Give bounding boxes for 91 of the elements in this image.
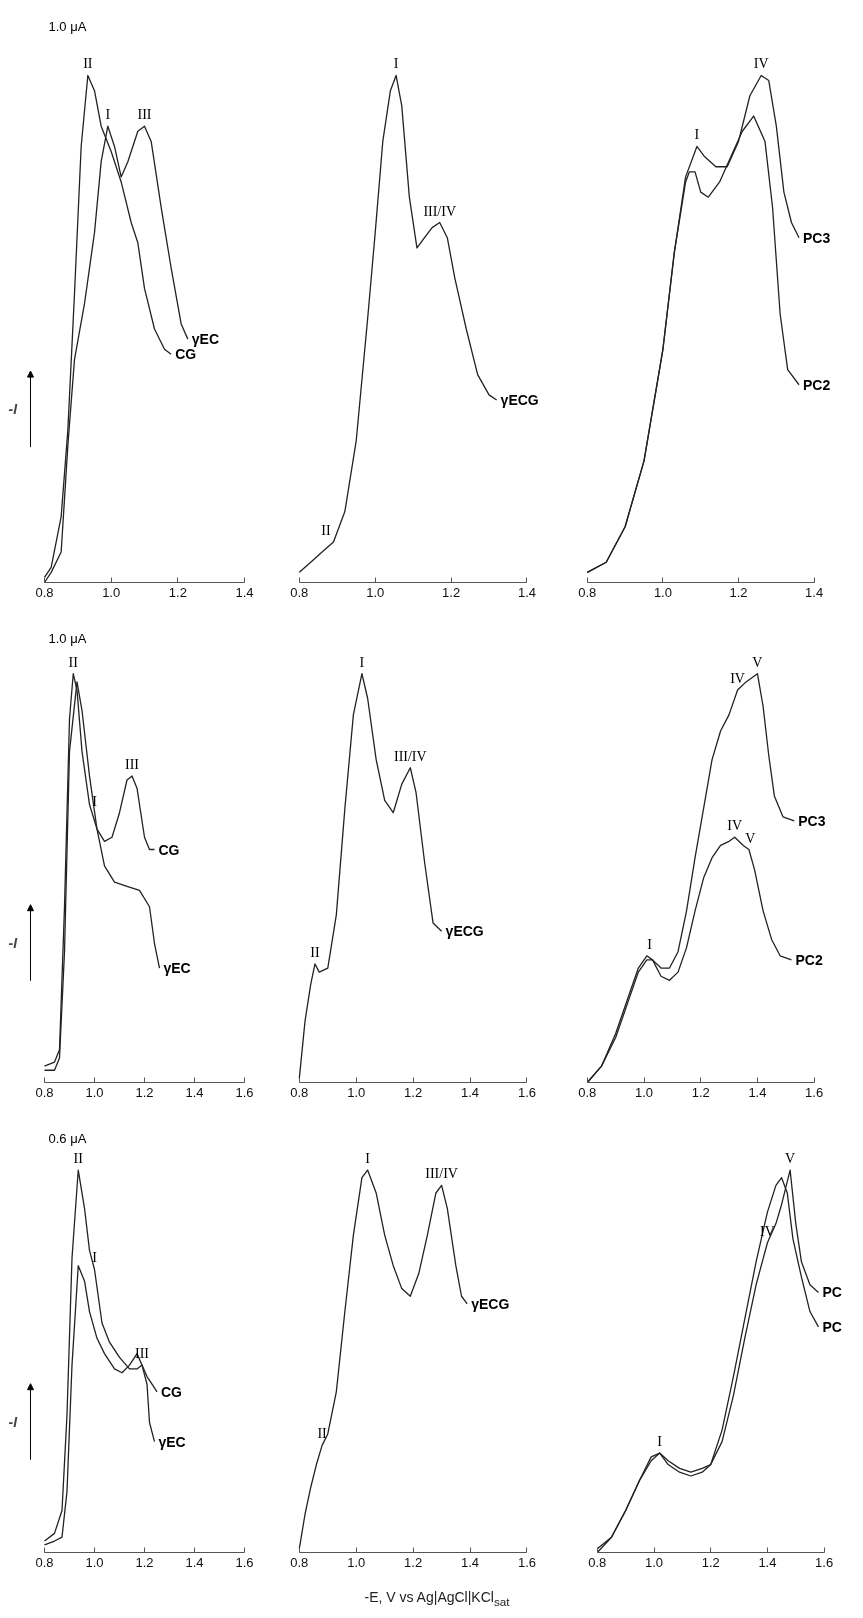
annotation: II bbox=[317, 1426, 328, 1442]
annotation: II bbox=[310, 944, 320, 960]
annotation: I bbox=[657, 1434, 663, 1450]
x-tick-label: 0.8 bbox=[35, 1554, 54, 1570]
x-tick-label: 1.6 bbox=[517, 1084, 537, 1100]
annotation: III/IV bbox=[425, 1166, 458, 1182]
series-label: PC3 bbox=[798, 812, 826, 829]
series-label: PC bbox=[822, 1318, 842, 1335]
annotation: V bbox=[752, 654, 763, 670]
series-label: γECG bbox=[500, 391, 539, 408]
text: 1.0 μA bbox=[48, 19, 87, 34]
annotation: I bbox=[393, 56, 399, 72]
annotation: II bbox=[73, 1151, 84, 1167]
annotation: II bbox=[321, 522, 331, 538]
annotation: V bbox=[785, 1151, 796, 1167]
series-label: PC2 bbox=[803, 376, 831, 393]
annotation: I bbox=[694, 127, 700, 143]
x-tick-label: 1.0 bbox=[366, 584, 385, 600]
series-label: γEC bbox=[158, 1433, 186, 1450]
x-tick-label: 1.4 bbox=[805, 584, 824, 600]
series-label: CG bbox=[161, 1383, 183, 1400]
x-tick-label: 1.6 bbox=[805, 1084, 824, 1100]
y-axis-title: -I bbox=[8, 401, 19, 418]
x-tick-label: 1.4 bbox=[461, 1084, 480, 1100]
x-tick-label: 1.4 bbox=[185, 1554, 204, 1570]
annotation: I bbox=[92, 1250, 98, 1266]
annotation: I bbox=[359, 654, 365, 670]
x-tick-label: 1.2 bbox=[701, 1554, 720, 1570]
annotation: III bbox=[135, 1346, 150, 1362]
annotation: I bbox=[92, 793, 98, 809]
x-tick-label: 0.8 bbox=[35, 584, 54, 600]
x-tick-label: 1.2 bbox=[442, 584, 461, 600]
x-tick-label: 1.4 bbox=[517, 584, 537, 600]
annotation: IV bbox=[727, 818, 743, 834]
x-tick-label: 1.2 bbox=[168, 584, 187, 600]
x-tick-label: 1.0 bbox=[102, 584, 121, 600]
annotation: I bbox=[105, 107, 111, 123]
x-tick-label: 1.4 bbox=[461, 1554, 480, 1570]
x-tick-label: 1.4 bbox=[758, 1554, 777, 1570]
x-tick-label: 0.8 bbox=[578, 1084, 597, 1100]
x-tick-label: 1.0 bbox=[634, 1084, 654, 1100]
x-tick-label: 1.6 bbox=[235, 1554, 254, 1570]
x-tick-label: 1.0 bbox=[85, 1084, 104, 1100]
x-tick-label: 1.4 bbox=[235, 584, 254, 600]
x-tick-label: 1.6 bbox=[235, 1084, 254, 1100]
x-tick-label: 1.0 bbox=[85, 1554, 104, 1570]
annotation: I bbox=[365, 1151, 371, 1167]
x-tick-label: 1.4 bbox=[748, 1084, 767, 1100]
x-tick-label: 1.6 bbox=[517, 1554, 537, 1570]
annotation: III bbox=[125, 756, 140, 772]
series-label: γECG bbox=[471, 1295, 510, 1312]
annotation: III/IV bbox=[423, 203, 457, 219]
x-tick-label: 1.2 bbox=[135, 1554, 154, 1570]
series-label: γEC bbox=[163, 960, 191, 977]
x-tick-label: 0.8 bbox=[588, 1554, 607, 1570]
x-tick-label: 1.2 bbox=[135, 1084, 154, 1100]
x-tick-label: 0.8 bbox=[290, 1084, 309, 1100]
x-tick-label: 1.2 bbox=[729, 584, 748, 600]
x-tick-label: 0.8 bbox=[578, 584, 597, 600]
x-tick-label: 0.8 bbox=[290, 584, 309, 600]
text: 0.6 μA bbox=[48, 1131, 87, 1146]
annotation: III bbox=[137, 107, 152, 123]
annotation: II bbox=[83, 56, 93, 72]
x-tick-label: 1.4 bbox=[185, 1084, 204, 1100]
x-tick-label: 1.6 bbox=[815, 1554, 834, 1570]
x-tick-label: 1.0 bbox=[653, 584, 672, 600]
x-tick-label: 0.8 bbox=[35, 1084, 54, 1100]
series-label: PC3 bbox=[803, 229, 831, 246]
x-tick-label: 1.2 bbox=[691, 1084, 710, 1100]
series-label: PC bbox=[822, 1284, 842, 1301]
annotation: IV bbox=[730, 671, 745, 687]
series-label: CG bbox=[175, 346, 197, 363]
annotation: IV bbox=[753, 56, 769, 72]
annotation: II bbox=[68, 654, 79, 670]
series-label: CG bbox=[158, 841, 180, 858]
y-axis-title: -I bbox=[8, 1413, 19, 1430]
x-tick-label: 0.8 bbox=[290, 1554, 309, 1570]
text: 1.0 μA bbox=[48, 631, 87, 646]
series-label: γECG bbox=[445, 923, 484, 940]
series-label: PC2 bbox=[795, 951, 823, 968]
x-tick-label: 1.2 bbox=[404, 1084, 423, 1100]
x-tick-label: 1.0 bbox=[347, 1554, 366, 1570]
x-tick-label: 1.0 bbox=[347, 1084, 366, 1100]
annotation: I bbox=[647, 936, 653, 952]
x-tick-label: 1.2 bbox=[404, 1554, 423, 1570]
annotation: III/IV bbox=[393, 748, 427, 764]
annotation: V bbox=[745, 830, 756, 846]
y-axis-title: -I bbox=[8, 934, 19, 951]
x-tick-label: 1.0 bbox=[644, 1554, 664, 1570]
series-label: γEC bbox=[191, 331, 220, 348]
x-axis-title: -E, V vs Ag|AgCl|KCl$_{sat}$ bbox=[364, 1588, 510, 1610]
